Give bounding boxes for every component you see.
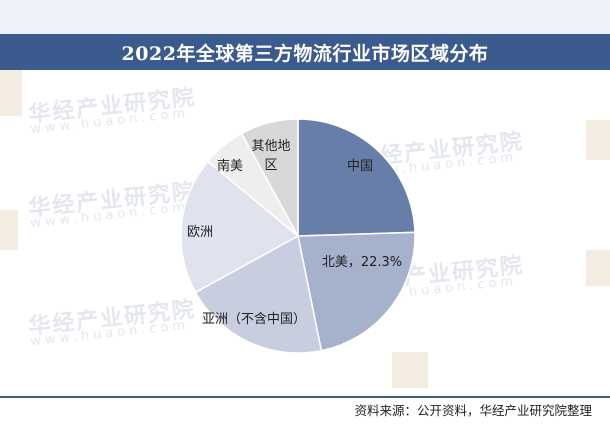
- pie-slice-3: [194, 234, 323, 354]
- chart-title: 2022年全球第三方物流行业市场区域分布: [0, 34, 610, 70]
- pie-label-5: 南美: [217, 158, 243, 174]
- pie-slice-6: [240, 118, 299, 237]
- pie-label-1: 中国: [347, 159, 373, 174]
- pie-slices: [180, 118, 416, 354]
- pie-slice-4: [180, 160, 300, 294]
- decoration-block: [586, 120, 610, 160]
- pie-label-2: 北美，22.3%: [322, 255, 402, 270]
- decoration-block: [0, 70, 22, 116]
- decoration-block: [0, 210, 18, 250]
- pie-label-6: 其他地区: [251, 139, 290, 173]
- source-note: 资料来源：公开资料，华经产业研究院整理: [354, 403, 592, 418]
- top-band: [0, 0, 610, 34]
- pie-slice-1: [297, 118, 416, 237]
- pie-label-4: 欧洲: [187, 225, 213, 240]
- decoration-block: [392, 352, 428, 388]
- decoration-block: [586, 250, 610, 286]
- pie-label-3: 亚洲（不含中国）: [202, 311, 306, 327]
- pie-slice-2: [297, 231, 416, 352]
- footer-divider: [0, 396, 610, 398]
